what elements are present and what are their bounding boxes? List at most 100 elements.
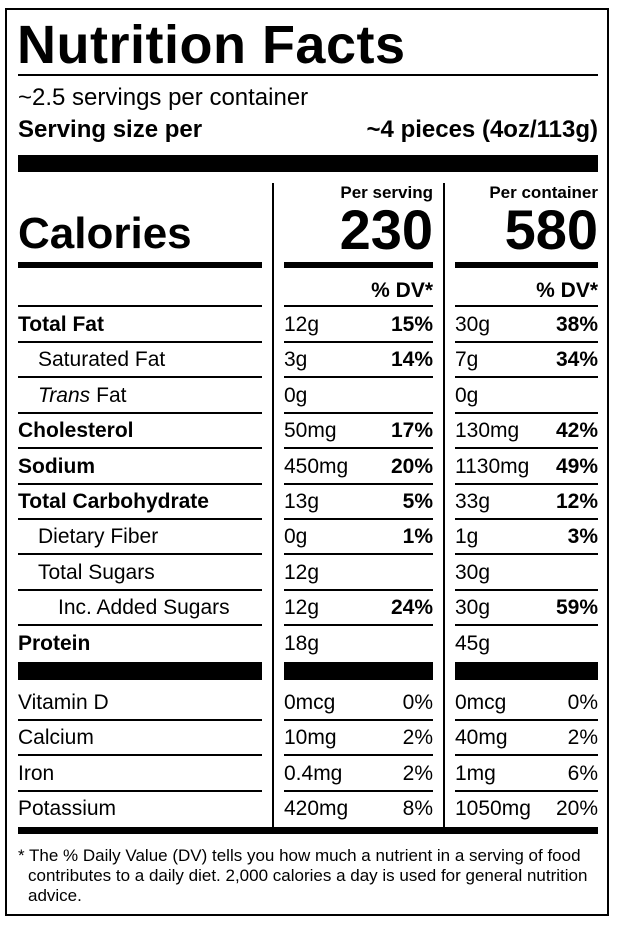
container-amount: 30g xyxy=(455,596,491,620)
footnote: * The % Daily Value (DV) tells you how m… xyxy=(18,846,594,906)
container-amount: 30g xyxy=(455,313,491,336)
calories-serving: 230 xyxy=(339,198,433,261)
container-dv: 6% xyxy=(567,761,598,785)
rule xyxy=(284,719,433,721)
container-amount: 7g xyxy=(455,348,479,372)
label-border xyxy=(5,8,609,916)
serving-header: Per serving xyxy=(340,183,433,202)
label-text: Protein xyxy=(18,631,91,655)
row-label: Sodium xyxy=(18,456,95,477)
label-text: Total Sugars xyxy=(38,560,155,584)
rule xyxy=(284,447,433,450)
label-text: Vitamin D xyxy=(18,691,109,714)
rule xyxy=(284,588,433,591)
rule xyxy=(18,518,262,520)
label-text: Calcium xyxy=(18,726,94,750)
rule xyxy=(455,754,598,757)
rule xyxy=(18,262,262,268)
thick-rule xyxy=(18,155,598,172)
rule xyxy=(455,482,598,485)
row-label: Potassium xyxy=(18,798,116,819)
serving-dv: 20% xyxy=(390,454,433,478)
rule xyxy=(284,482,433,485)
label-text: Total Fat xyxy=(18,313,104,336)
row-label: Total Fat xyxy=(18,314,104,335)
serving-dv: 5% xyxy=(402,490,433,513)
serving-dv: 17% xyxy=(390,419,433,443)
label-text: Fat xyxy=(96,383,127,407)
container-amount: 1130mg xyxy=(455,454,530,478)
serving-dv: 14% xyxy=(390,348,433,372)
container-dv: 12% xyxy=(555,490,598,513)
rule xyxy=(284,411,433,414)
serving-amount: 10mg xyxy=(284,726,337,750)
container-dv: 38% xyxy=(555,313,598,336)
rule xyxy=(455,341,598,343)
rule xyxy=(18,376,262,379)
serving-amount: 50mg xyxy=(284,419,337,443)
row-label: Total Sugars xyxy=(38,562,155,583)
rule xyxy=(455,411,598,414)
serving-amount: 0.4mg xyxy=(284,761,343,785)
label-text: Dietary Fiber xyxy=(38,525,159,549)
rule xyxy=(455,662,598,680)
container-amount: 1mg xyxy=(455,761,496,785)
rule xyxy=(455,262,598,268)
rule xyxy=(284,518,433,520)
footnote-text: * The % Daily Value (DV) tells you how m… xyxy=(18,846,588,905)
container-dv: 42% xyxy=(555,419,598,443)
label-italic: Trans xyxy=(38,383,91,407)
rule xyxy=(284,341,433,343)
rule xyxy=(18,447,262,450)
serving-dv: 15% xyxy=(390,313,433,336)
container-dv: 0% xyxy=(567,691,598,714)
rule xyxy=(455,719,598,721)
row-label: Dietary Fiber xyxy=(38,526,158,547)
servings: ~2.5 servings per container xyxy=(18,84,309,111)
serving-amount: 0g xyxy=(284,525,308,549)
rule xyxy=(284,305,433,307)
container-amount: 1g xyxy=(455,525,479,549)
rule xyxy=(18,341,262,343)
container-dv: 3% xyxy=(567,525,598,549)
container-dv: 20% xyxy=(555,797,598,821)
row-label: Protein xyxy=(18,633,90,654)
serving-dv: 2% xyxy=(402,761,433,785)
serving-amount: 13g xyxy=(284,490,320,513)
label-text: Potassium xyxy=(18,797,117,821)
calories-container: 580 xyxy=(504,198,598,261)
rule xyxy=(284,553,433,556)
label-text: Total Carbohydrate xyxy=(18,490,209,513)
container-amount: 45g xyxy=(455,631,491,655)
serving-amount: 450mg xyxy=(284,454,349,478)
rule xyxy=(18,789,262,792)
rule xyxy=(18,482,262,485)
rule xyxy=(455,447,598,450)
container-amount: 130mg xyxy=(455,419,520,443)
container-amount: 0g xyxy=(455,383,479,407)
label-text: Saturated Fat xyxy=(38,348,166,372)
rule xyxy=(455,305,598,307)
rule xyxy=(18,624,262,627)
row-label: Calcium xyxy=(18,727,94,748)
row-label: Inc. Added Sugars xyxy=(58,597,230,618)
container-dv: 49% xyxy=(555,454,598,478)
container-amount: 30g xyxy=(455,560,491,584)
rule xyxy=(18,74,598,76)
row-label: Trans Fat xyxy=(38,385,126,406)
container-dv: 59% xyxy=(555,596,598,620)
dv-header: % DV* xyxy=(371,279,433,302)
title: Nutrition Facts xyxy=(17,15,406,75)
serving-amount: 420mg xyxy=(284,797,349,821)
serving-amount: 3g xyxy=(284,348,308,372)
serving-dv: 1% xyxy=(402,525,433,549)
label-text: Inc. Added Sugars xyxy=(58,596,230,620)
rule xyxy=(284,376,433,379)
container-amount: 33g xyxy=(455,490,491,513)
serving-amount: 12g xyxy=(284,560,320,584)
rule xyxy=(284,789,433,792)
serving-dv: 8% xyxy=(402,797,433,821)
container-dv: 34% xyxy=(555,348,598,372)
column-divider xyxy=(272,183,274,828)
rule xyxy=(18,662,262,680)
